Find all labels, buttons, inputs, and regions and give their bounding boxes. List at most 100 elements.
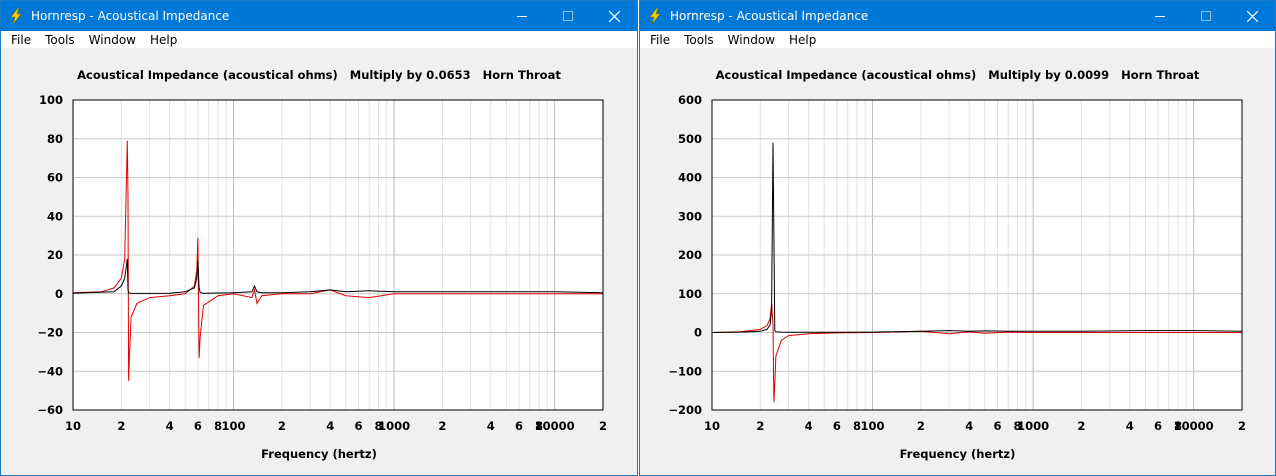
x-tick-label: 1000 xyxy=(1017,419,1049,433)
x-tick-label: 10 xyxy=(704,419,720,433)
x-tick-label: 6 xyxy=(993,419,1001,433)
x-tick-label: 2 xyxy=(438,419,446,433)
hornresp-lightning-icon xyxy=(10,7,22,25)
x-tick-label: 10000 xyxy=(1174,419,1214,433)
y-tick-label: 400 xyxy=(678,171,702,185)
minimize-button[interactable] xyxy=(1137,1,1183,31)
x-tick-label: 4 xyxy=(1126,419,1134,433)
reactance-curve xyxy=(711,303,1242,403)
x-tick-label: 8 xyxy=(1174,419,1182,433)
y-tick-label: 300 xyxy=(678,209,702,223)
maximize-button[interactable] xyxy=(545,1,591,31)
reactance-curve xyxy=(72,140,603,381)
close-icon xyxy=(608,10,620,22)
chart-area: Acoustical Impedance (acoustical ohms) M… xyxy=(640,48,1275,475)
x-tick-label: 2 xyxy=(117,419,125,433)
menu-tools[interactable]: Tools xyxy=(684,32,714,47)
x-tick-label: 6 xyxy=(1154,419,1162,433)
x-tick-label: 8 xyxy=(535,419,543,433)
x-tick-label: 4 xyxy=(487,419,495,433)
x-tick-label: 8 xyxy=(853,419,861,433)
menu-help[interactable]: Help xyxy=(149,32,178,47)
x-tick-label: 2 xyxy=(278,419,286,433)
y-tick-label: 600 xyxy=(678,93,702,107)
x-tick-label: 6 xyxy=(515,419,523,433)
menu-tools[interactable]: Tools xyxy=(45,32,75,47)
x-tick-label: 4 xyxy=(965,419,973,433)
resistance-curve xyxy=(711,142,1243,333)
window-title: Hornresp - Acoustical Impedance xyxy=(670,9,869,23)
maximize-icon xyxy=(1201,11,1211,21)
x-tick-label: 2 xyxy=(1077,419,1085,433)
x-tick-label: 8 xyxy=(1014,419,1022,433)
y-tick-label: −200 xyxy=(668,403,702,417)
menu-bar: File Tools Window Help xyxy=(1,31,637,48)
resistance-curve xyxy=(72,258,604,294)
x-tick-label: 8 xyxy=(375,419,383,433)
x-axis-label: Frequency (hertz) xyxy=(261,447,377,461)
x-tick-label: 2 xyxy=(1238,419,1246,433)
minimize-button[interactable] xyxy=(499,1,545,31)
maximize-icon xyxy=(563,11,573,21)
maximize-button[interactable] xyxy=(1183,1,1229,31)
title-bar[interactable]: Hornresp - Acoustical Impedance xyxy=(640,1,1275,31)
y-tick-label: 100 xyxy=(678,287,702,301)
menu-file[interactable]: File xyxy=(650,32,671,47)
y-tick-label: −60 xyxy=(37,403,63,417)
x-tick-label: 2 xyxy=(599,419,607,433)
y-tick-label: 0 xyxy=(55,287,63,301)
minimize-icon xyxy=(1155,16,1165,17)
window-title: Hornresp - Acoustical Impedance xyxy=(31,9,230,23)
chart-area: Acoustical Impedance (acoustical ohms) M… xyxy=(1,48,637,475)
title-bar[interactable]: Hornresp - Acoustical Impedance xyxy=(1,1,637,31)
y-tick-label: 200 xyxy=(678,248,702,262)
menu-help[interactable]: Help xyxy=(788,32,817,47)
chart-title: Acoustical Impedance (acoustical ohms) M… xyxy=(1,68,637,82)
x-tick-label: 2 xyxy=(917,419,925,433)
close-icon xyxy=(1246,10,1258,22)
y-tick-label: 80 xyxy=(47,132,63,146)
menu-file[interactable]: File xyxy=(11,32,32,47)
x-tick-label: 100 xyxy=(222,419,246,433)
x-tick-label: 4 xyxy=(805,419,813,433)
chart-title-quantity: Acoustical Impedance (acoustical ohms) xyxy=(77,68,338,82)
menu-window[interactable]: Window xyxy=(88,32,136,47)
chart-title-multiplier: Multiply by 0.0653 xyxy=(349,68,471,82)
x-tick-label: 10 xyxy=(65,419,81,433)
close-button[interactable] xyxy=(591,1,637,31)
x-tick-label: 6 xyxy=(354,419,362,433)
y-tick-label: 20 xyxy=(47,248,63,262)
hornresp-lightning-icon xyxy=(649,7,661,25)
x-tick-label: 4 xyxy=(326,419,334,433)
chart-title-multiplier: Multiply by 0.0099 xyxy=(988,68,1110,82)
menu-window[interactable]: Window xyxy=(727,32,775,47)
x-tick-label: 1000 xyxy=(378,419,410,433)
y-tick-label: 100 xyxy=(39,93,63,107)
x-tick-label: 4 xyxy=(166,419,174,433)
x-tick-label: 10000 xyxy=(535,419,575,433)
chart-title-location: Horn Throat xyxy=(482,68,561,82)
impedance-window-right: Hornresp - Acoustical Impedance File Too… xyxy=(639,0,1276,476)
y-tick-label: −20 xyxy=(37,326,63,340)
y-tick-label: −40 xyxy=(37,364,63,378)
x-tick-label: 2 xyxy=(756,419,764,433)
y-tick-label: −100 xyxy=(668,364,702,378)
impedance-window-left: Hornresp - Acoustical Impedance File Too… xyxy=(0,0,638,476)
y-tick-label: 60 xyxy=(47,171,63,185)
chart-title-quantity: Acoustical Impedance (acoustical ohms) xyxy=(715,68,977,82)
plot-frame xyxy=(711,99,1243,411)
x-tick-label: 100 xyxy=(861,419,885,433)
plot-frame xyxy=(72,99,604,411)
x-tick-label: 6 xyxy=(194,419,202,433)
close-button[interactable] xyxy=(1229,1,1275,31)
x-axis-label: Frequency (hertz) xyxy=(899,447,1016,461)
chart-title: Acoustical Impedance (acoustical ohms) M… xyxy=(640,68,1275,82)
y-tick-label: 40 xyxy=(47,209,63,223)
y-tick-label: 500 xyxy=(678,132,702,146)
x-tick-label: 6 xyxy=(833,419,841,433)
minimize-icon xyxy=(517,16,527,17)
chart-title-location: Horn Throat xyxy=(1121,68,1200,82)
menu-bar: File Tools Window Help xyxy=(640,31,1275,48)
